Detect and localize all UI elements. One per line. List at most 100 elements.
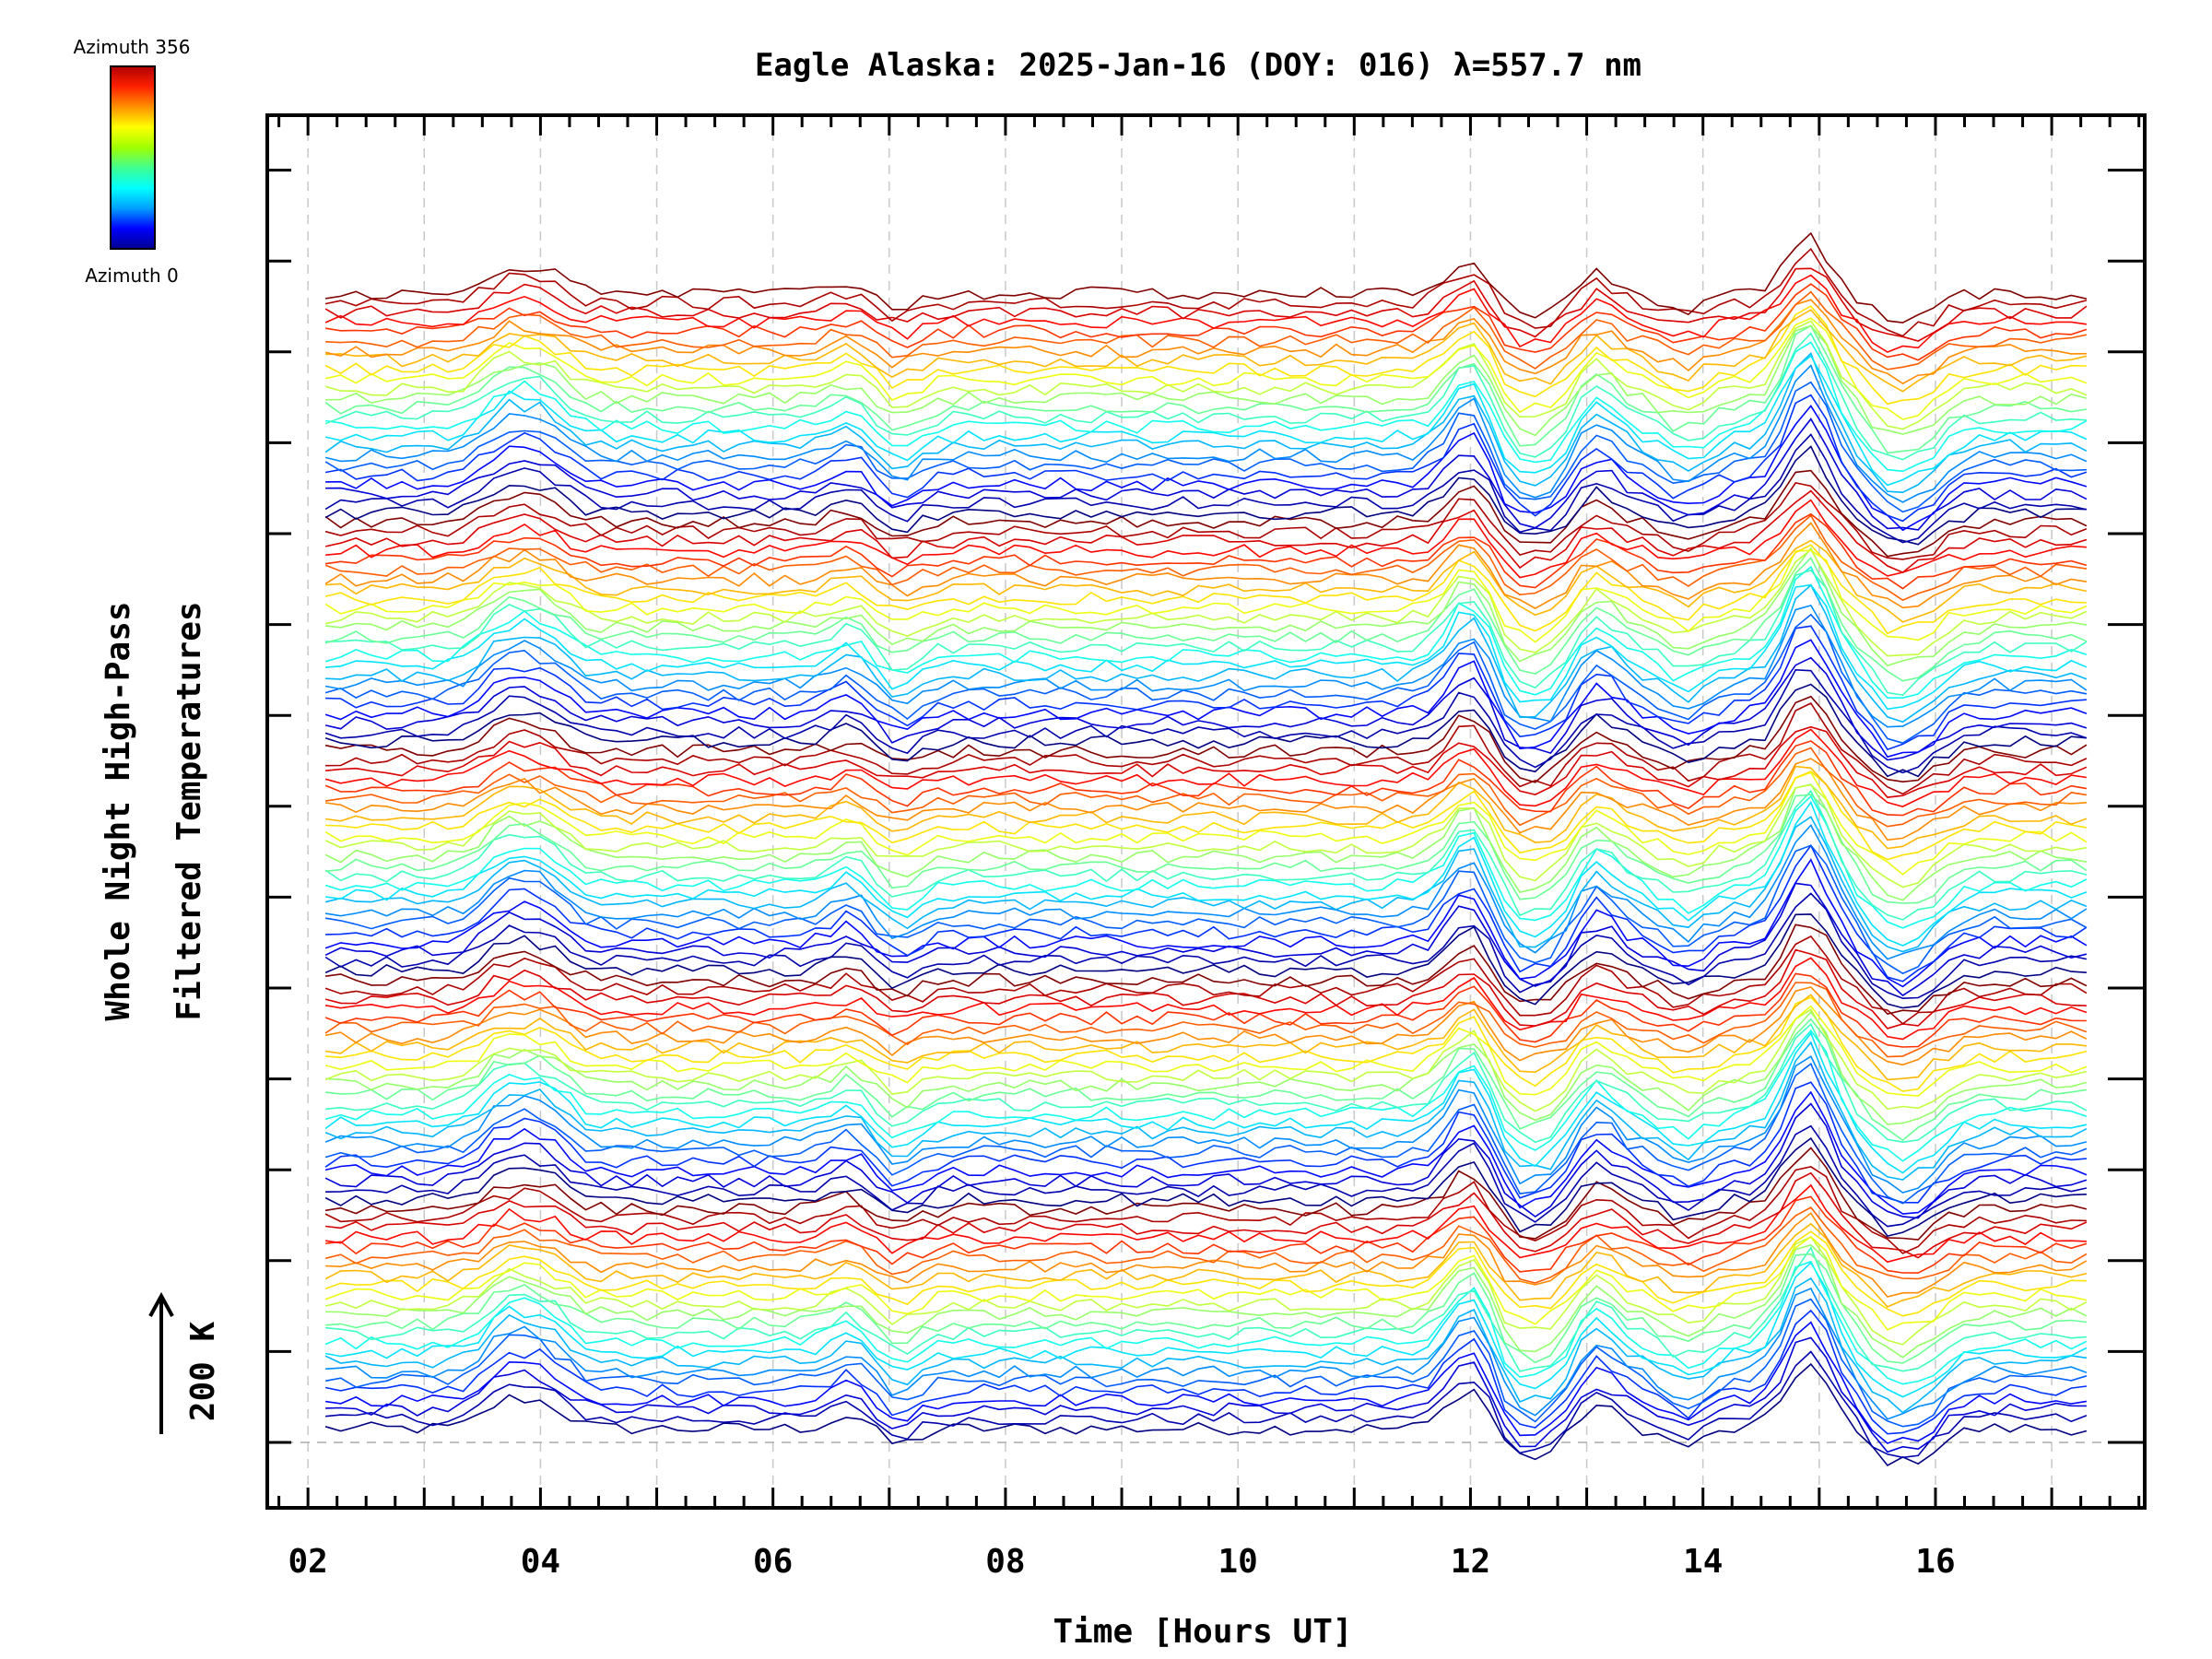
series-line-3: [324, 1321, 2088, 1444]
series-line-47: [324, 924, 2088, 1015]
series-line-101: [324, 381, 2087, 513]
scale-arrow-head: [148, 1291, 174, 1317]
series-line-38: [324, 1005, 2088, 1097]
series-line-53: [324, 844, 2088, 975]
series-line-90: [324, 514, 2088, 602]
y-axis-label-line1: Whole Night High-Pass: [100, 601, 137, 1020]
series-line-44: [324, 957, 2088, 1041]
series-line-89: [324, 522, 2088, 610]
series-line-10: [325, 1246, 2087, 1372]
series-line-7: [324, 1277, 2088, 1414]
x-tick-label: 08: [985, 1543, 1025, 1581]
series-line-63: [325, 771, 2088, 861]
series-line-77: [324, 613, 2088, 745]
series-line-56: [324, 800, 2088, 947]
series-line-95: [324, 469, 2088, 558]
series-line-12: [325, 1243, 2088, 1359]
series-line-18: [324, 1206, 2088, 1284]
series-line-119: [324, 231, 2088, 324]
series-line-21: [325, 1171, 2088, 1259]
series-line-110: [324, 317, 2088, 420]
series-line-54: [324, 824, 2088, 960]
series-line-17: [325, 1212, 2088, 1298]
series-line-115: [324, 283, 2088, 361]
series-line-107: [324, 324, 2088, 454]
series-line-97: [324, 433, 2088, 544]
series-group: [324, 231, 2088, 1467]
series-line-15: [324, 1230, 2087, 1317]
series-line-108: [325, 324, 2088, 437]
series-line-81: [324, 565, 2088, 700]
x-tick-label: 04: [521, 1543, 560, 1581]
series-line-11: [325, 1253, 2087, 1364]
series-line-79: [325, 583, 2088, 724]
series-line-65: [324, 758, 2087, 841]
scale-label: 200 K: [184, 1321, 222, 1421]
series-line-78: [324, 604, 2088, 728]
series-line-50: [324, 882, 2088, 997]
series-line-76: [325, 625, 2087, 751]
scale-arrow: [148, 1291, 174, 1434]
series-line-29: [324, 1062, 2088, 1205]
x-tick-label: 06: [753, 1543, 793, 1581]
series-line-46: [324, 935, 2088, 1025]
x-tick-label: 02: [288, 1543, 327, 1581]
x-tick-label: 16: [1915, 1543, 1955, 1581]
series-line-2: [325, 1336, 2087, 1453]
axis-ticks: 02 04 06 08 10 12 14 16: [267, 115, 2145, 1581]
series-line-57: [324, 794, 2088, 929]
x-tick-label: 10: [1218, 1543, 1258, 1581]
series-line-13: [324, 1235, 2088, 1346]
series-line-52: [325, 843, 2088, 982]
series-line-60: [324, 783, 2088, 901]
series-line-105: [324, 341, 2088, 473]
series-line-94: [324, 482, 2088, 560]
series-line-43: [324, 972, 2087, 1048]
plot-frame: [265, 113, 2147, 1510]
series-line-1: [325, 1350, 2088, 1459]
series-line-19: [325, 1195, 2088, 1274]
series-line-32: [324, 1031, 2088, 1174]
series-line-24: [324, 1136, 2087, 1238]
series-line-58: [324, 789, 2088, 921]
series-line-59: [325, 794, 2088, 904]
series-line-30: [324, 1055, 2088, 1194]
series-line-25: [325, 1124, 2088, 1228]
series-line-92: [325, 499, 2087, 579]
series-line-23: [324, 1147, 2088, 1241]
series-line-20: [324, 1183, 2087, 1264]
series-line-114: [325, 290, 2088, 371]
series-line-64: [324, 765, 2088, 850]
series-line-109: [324, 320, 2088, 430]
series-line-49: [324, 892, 2088, 1000]
series-line-28: [324, 1081, 2087, 1204]
colorbar-top-label: Azimuth 356: [74, 36, 191, 58]
series-line-34: [325, 1022, 2088, 1144]
series-line-27: [324, 1090, 2088, 1215]
series-line-98: [325, 418, 2088, 531]
series-line-84: [325, 547, 2088, 667]
series-line-14: [324, 1235, 2088, 1331]
grid: [267, 115, 2145, 1508]
series-line-8: [324, 1261, 2088, 1398]
series-line-48: [324, 913, 2087, 1009]
series-line-87: [324, 544, 2087, 635]
series-line-88: [325, 539, 2088, 623]
chart-title: Eagle Alaska: 2025-Jan-16 (DOY: 016) λ=5…: [755, 47, 1641, 84]
series-line-102: [324, 364, 2088, 503]
series-line-51: [324, 858, 2088, 988]
series-line-116: [324, 274, 2088, 353]
series-line-45: [324, 948, 2087, 1030]
series-line-83: [324, 556, 2088, 682]
series-line-93: [324, 489, 2088, 574]
series-line-106: [324, 332, 2087, 461]
series-line-37: [324, 1008, 2088, 1112]
series-line-99: [325, 405, 2088, 532]
series-line-36: [325, 1010, 2088, 1125]
series-line-68: [324, 728, 2088, 807]
series-line-74: [324, 656, 2088, 761]
series-line-103: [324, 351, 2088, 494]
series-line-73: [324, 668, 2088, 774]
series-line-55: [324, 816, 2088, 953]
azimuth-colorbar: Azimuth 356 Azimuth 0: [74, 36, 191, 287]
